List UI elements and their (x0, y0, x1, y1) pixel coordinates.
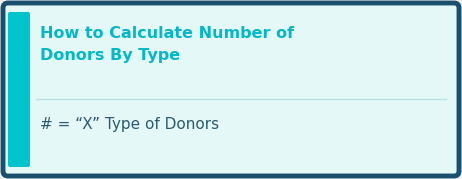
Text: How to Calculate Number of: How to Calculate Number of (40, 26, 294, 41)
FancyBboxPatch shape (3, 3, 459, 176)
FancyBboxPatch shape (8, 12, 30, 167)
Text: # = “X” Type of Donors: # = “X” Type of Donors (40, 117, 219, 132)
Text: Donors By Type: Donors By Type (40, 48, 180, 63)
